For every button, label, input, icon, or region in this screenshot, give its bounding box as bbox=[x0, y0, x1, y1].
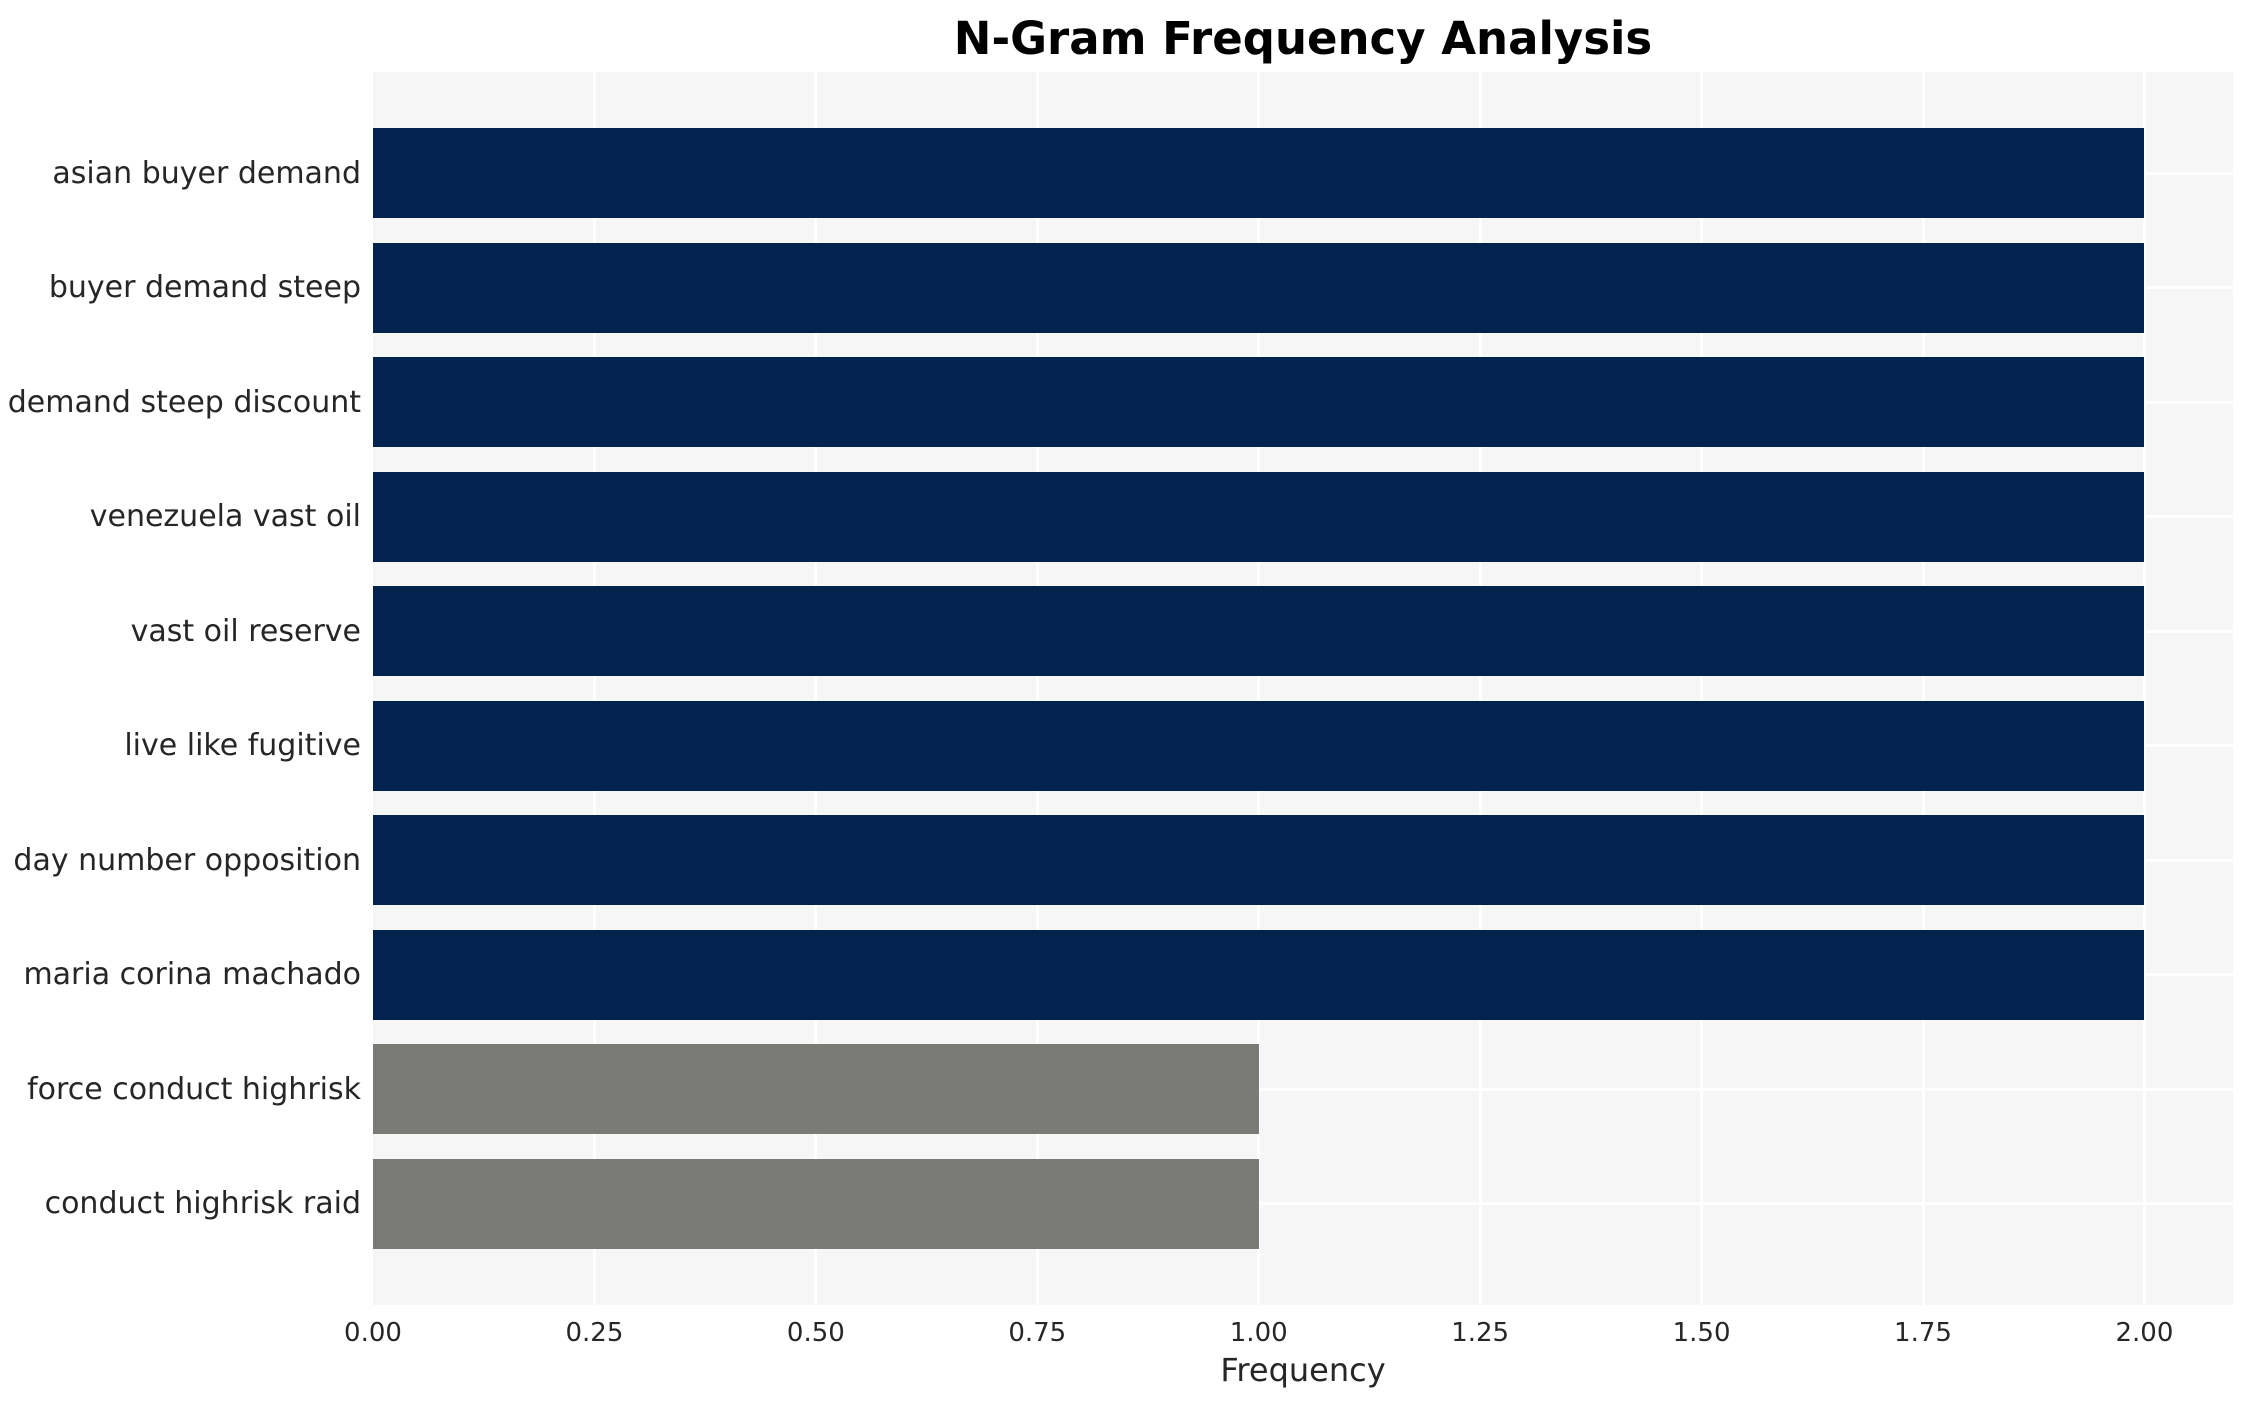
bar-maria-corina-machado bbox=[373, 929, 2145, 1020]
bar-buyer-demand-steep bbox=[373, 242, 2145, 333]
gridline-x-1.50 bbox=[1700, 72, 1704, 1305]
bar-row-day-number-opposition bbox=[373, 803, 2233, 918]
x-axis-title: Frequency bbox=[1220, 1351, 1386, 1389]
x-axis: 0.00 0.25 0.50 0.75 1.00 1.25 1.50 1.75 2.00 bbox=[0, 1318, 2254, 1358]
bar-asian-buyer-demand bbox=[373, 128, 2145, 219]
bar-row-buyer-demand-steep bbox=[373, 231, 2233, 346]
bar-venezuela-vast-oil bbox=[373, 471, 2145, 562]
bar-row-force-conduct-highrisk bbox=[373, 1032, 2233, 1147]
gridline-x-1.00 bbox=[1257, 72, 1261, 1305]
x-tick-label-0.25: 0.25 bbox=[565, 1318, 624, 1348]
gridline-x-0.25 bbox=[592, 72, 596, 1305]
bar-row-demand-steep-discount bbox=[373, 345, 2233, 460]
bar-vast-oil-reserve bbox=[373, 586, 2145, 677]
bar-force-conduct-highrisk bbox=[373, 1044, 1259, 1135]
x-tick-label-0.75: 0.75 bbox=[1008, 1318, 1067, 1348]
y-tick-label-vast-oil-reserve: vast oil reserve bbox=[130, 613, 361, 649]
bar-row-conduct-highrisk-raid bbox=[373, 1147, 2233, 1262]
chart-title: N-Gram Frequency Analysis bbox=[953, 12, 1653, 65]
bar-row-live-like-fugitive bbox=[373, 689, 2233, 804]
bar-demand-steep-discount bbox=[373, 357, 2145, 448]
y-axis: asian buyer demand buyer demand steep dema… bbox=[0, 116, 361, 1261]
bar-conduct-highrisk-raid bbox=[373, 1158, 1259, 1249]
y-tick-label-venezuela-vast-oil: venezuela vast oil bbox=[89, 499, 361, 535]
y-tick-label-maria-corina-machado: maria corina machado bbox=[23, 957, 361, 993]
bar-day-number-opposition bbox=[373, 815, 2145, 906]
bars-layer bbox=[373, 116, 2233, 1261]
x-tick-label-0.00: 0.00 bbox=[344, 1318, 402, 1348]
x-tick-label-1.00: 1.00 bbox=[1229, 1318, 1288, 1348]
gridline-y-force-conduct-highrisk bbox=[373, 1087, 2233, 1091]
y-tick-label-demand-steep-discount: demand steep discount bbox=[7, 384, 361, 420]
x-tick-label-0.50: 0.50 bbox=[786, 1318, 845, 1348]
bar-row-vast-oil-reserve bbox=[373, 574, 2233, 689]
x-tick-label-2.00: 2.00 bbox=[2115, 1318, 2174, 1348]
bar-row-venezuela-vast-oil bbox=[373, 460, 2233, 575]
y-tick-label-buyer-demand-steep: buyer demand steep bbox=[48, 270, 361, 306]
gridline-x-1.25 bbox=[1478, 72, 1482, 1305]
y-tick-label-asian-buyer-demand: asian buyer demand bbox=[52, 155, 361, 191]
bar-row-asian-buyer-demand bbox=[373, 116, 2233, 231]
plot-area bbox=[373, 72, 2233, 1305]
x-tick-label-1.25: 1.25 bbox=[1451, 1318, 1510, 1348]
gridline-x-0.50 bbox=[814, 72, 818, 1305]
gridline-x-1.75 bbox=[1921, 72, 1925, 1305]
x-tick-label-1.75: 1.75 bbox=[1894, 1318, 1952, 1348]
gridline-x-2.00 bbox=[2142, 72, 2146, 1305]
bar-row-maria-corina-machado bbox=[373, 918, 2233, 1033]
y-tick-label-live-like-fugitive: live like fugitive bbox=[124, 728, 361, 764]
y-tick-label-conduct-highrisk-raid: conduct highrisk raid bbox=[44, 1186, 361, 1222]
gridline-x-0.75 bbox=[1035, 72, 1039, 1305]
x-tick-label-1.50: 1.50 bbox=[1672, 1318, 1731, 1348]
gridline-y-conduct-highrisk-raid bbox=[373, 1202, 2233, 1206]
y-tick-label-force-conduct-highrisk: force conduct highrisk bbox=[27, 1071, 361, 1107]
bar-live-like-fugitive bbox=[373, 700, 2145, 791]
y-tick-label-day-number-opposition: day number opposition bbox=[13, 842, 361, 878]
